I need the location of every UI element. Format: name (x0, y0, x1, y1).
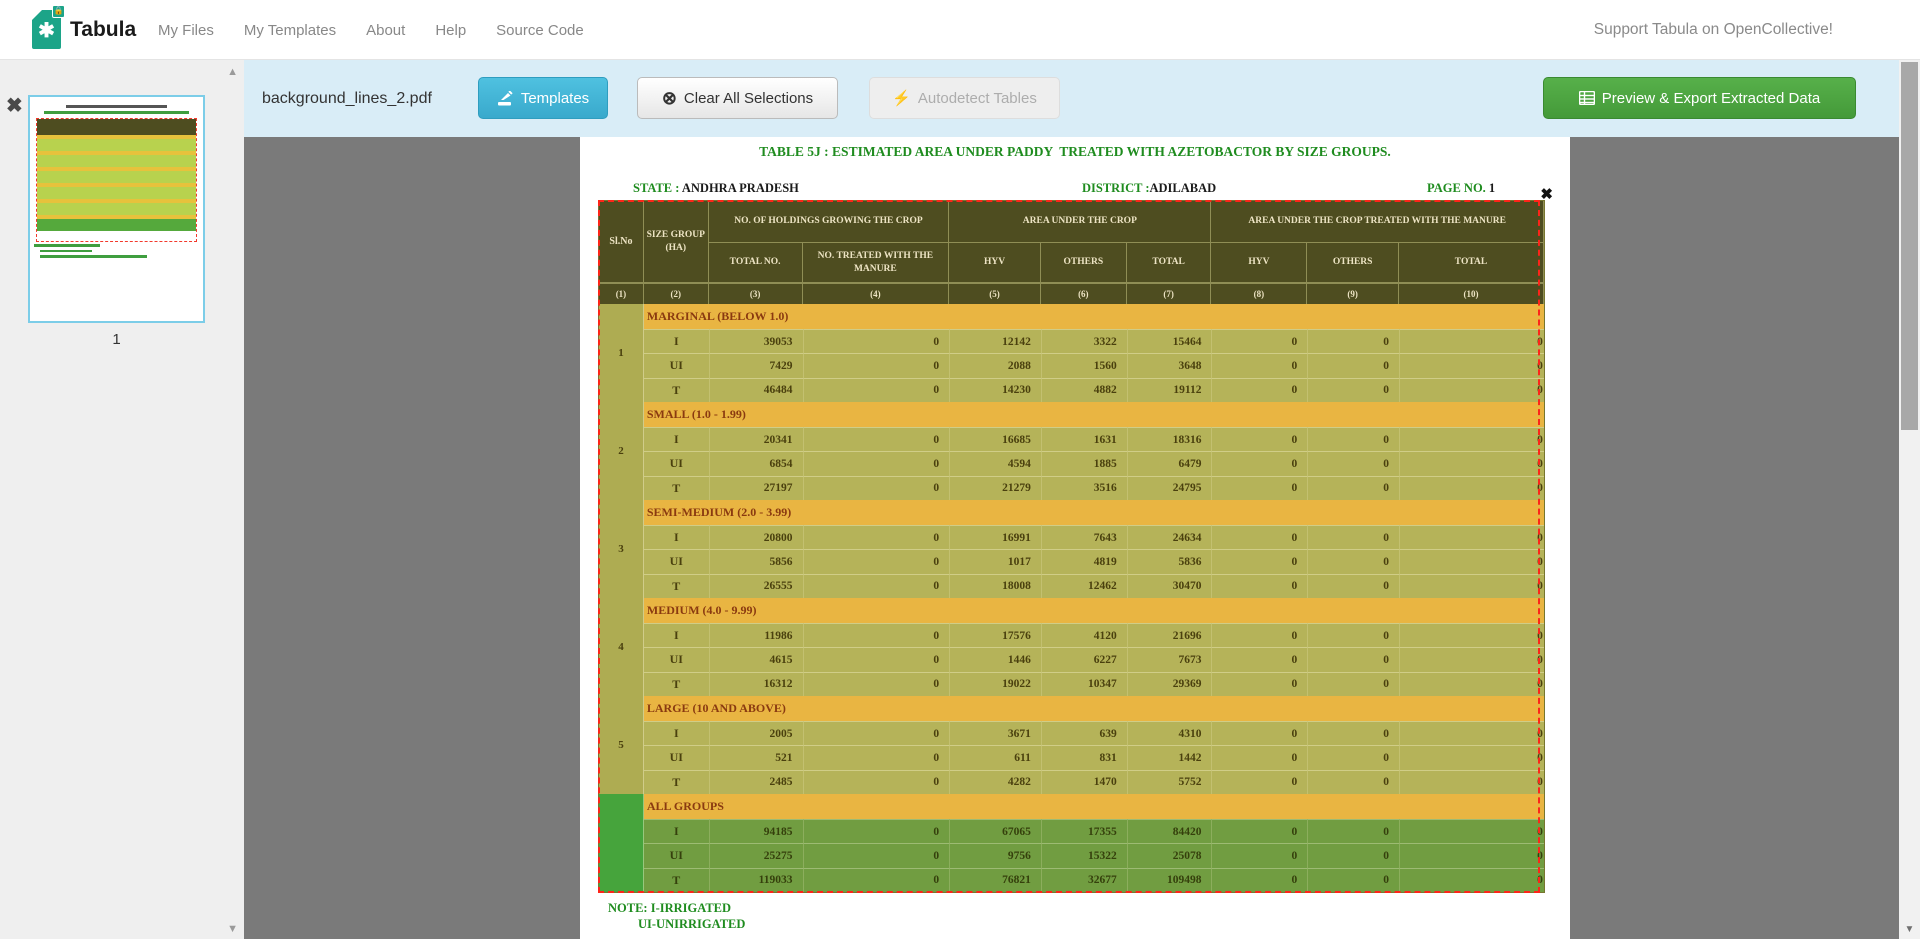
table-selection-box[interactable]: ✖ (598, 200, 1540, 893)
sidebar-scroll-up-icon[interactable]: ▲ (227, 66, 238, 78)
pdf-viewer-area: TABLE 5J : ESTIMATED AREA UNDER PADDY TR… (244, 137, 1899, 939)
remove-page-icon[interactable]: ✖ (6, 93, 23, 118)
page-thumbnail-sidebar: ✖ 1 ▲ ▼ (0, 60, 244, 939)
pdf-page[interactable]: TABLE 5J : ESTIMATED AREA UNDER PADDY TR… (580, 137, 1570, 939)
page-thumbnail[interactable] (28, 95, 205, 323)
templates-button[interactable]: Templates (478, 77, 608, 119)
scrollbar-thumb[interactable] (1901, 62, 1918, 430)
tabula-logo-icon: ✱ 🔒 (32, 10, 61, 49)
thumbnail-page-number: 1 (28, 331, 205, 348)
brand[interactable]: ✱ 🔒 Tabula (32, 10, 136, 49)
table-title: TABLE 5J : ESTIMATED AREA UNDER PADDY TR… (580, 144, 1570, 160)
support-link[interactable]: Support Tabula on OpenCollective! (1594, 0, 1833, 60)
thumb-title-line (44, 111, 189, 114)
thumb-selection-border (36, 118, 197, 242)
lightning-icon: ⚡ (892, 89, 911, 107)
state-line: STATE : ANDHRA PRADESH (633, 181, 799, 196)
autodetect-tables-button[interactable]: ⚡ Autodetect Tables (869, 77, 1060, 119)
clear-all-selections-button[interactable]: ⊗ Clear All Selections (637, 77, 838, 119)
table-note: NOTE: I-IRRIGATED UI-UNIRRIGATED (608, 900, 745, 932)
district-line: DISTRICT :ADILABAD (1082, 181, 1216, 196)
page-no-line: PAGE NO. 1 (1427, 181, 1495, 196)
nav-item-source-code[interactable]: Source Code (496, 22, 584, 39)
nav-item-my-files[interactable]: My Files (158, 22, 214, 39)
templates-icon (497, 91, 514, 106)
pdf-filename: background_lines_2.pdf (262, 60, 432, 137)
nav-menu: My Files My Templates About Help Source … (158, 0, 584, 60)
nav-item-my-templates[interactable]: My Templates (244, 22, 336, 39)
thumb-note-line (34, 244, 100, 247)
tabula-app: ✱ 🔒 Tabula My Files My Templates About H… (0, 0, 1920, 939)
thumb-note-line (40, 255, 147, 258)
window-scrollbar: ▲ ▼ (1899, 0, 1920, 939)
spreadsheet-icon (1579, 91, 1595, 105)
preview-export-button[interactable]: Preview & Export Extracted Data (1543, 77, 1856, 119)
thumb-table-preview (37, 119, 196, 241)
thumb-note-line (40, 250, 92, 253)
brand-name: Tabula (70, 18, 136, 42)
nav-item-about[interactable]: About (366, 22, 405, 39)
toolbar: background_lines_2.pdf Templates ⊗ Clear… (244, 60, 1899, 137)
selection-close-icon[interactable]: ✖ (1540, 185, 1553, 203)
sidebar-scroll-down-icon[interactable]: ▼ (227, 923, 238, 935)
thumb-title-line (66, 105, 166, 108)
scroll-down-icon[interactable]: ▼ (1899, 924, 1920, 935)
navbar: ✱ 🔒 Tabula My Files My Templates About H… (0, 0, 1920, 60)
lock-icon: 🔒 (52, 5, 65, 18)
nav-item-help[interactable]: Help (435, 22, 466, 39)
circle-x-icon: ⊗ (662, 89, 677, 107)
